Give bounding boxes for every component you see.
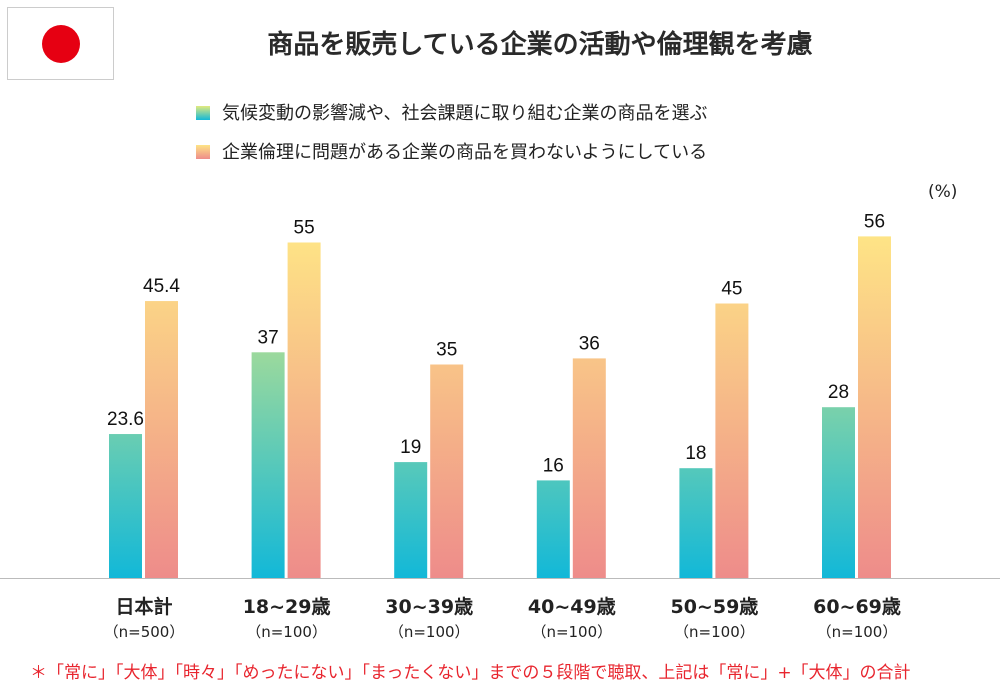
data-label-s2-0: 45.4 [143,276,180,297]
data-label-s1-1: 37 [258,327,279,348]
bar-s1-4 [679,468,713,578]
x-tick-label: 40~49歳 （n=100） [502,592,642,642]
bar-s1-2 [394,462,428,578]
legend-swatch-2 [196,145,210,159]
sample-size-label: （n=100） [246,623,327,641]
bar-s2-5 [858,236,891,578]
legend-swatch-1 [196,106,210,120]
bar-s1-0 [109,434,142,578]
sample-size-label: （n=100） [531,623,613,641]
category-label: 50~59歳 [670,596,759,618]
bar-s2-4 [715,303,749,578]
legend-label-1: 気候変動の影響減や、社会課題に取り組む企業の商品を選ぶ [222,103,708,124]
data-label-s1-0: 23.6 [107,409,144,430]
x-tick-label: 30~39歳 （n=100） [359,592,499,642]
legend-label-2: 企業倫理に問題がある企業の商品を買わないようにしている [222,142,708,163]
x-tick-label: 50~59歳 （n=100） [644,592,784,642]
legend-item-2: 企業倫理に問題がある企業の商品を買わないようにしている [196,138,707,164]
sample-size-label: （n=100） [674,623,755,641]
sample-size-label: （n=100） [388,623,470,641]
japan-flag [7,7,114,80]
legend-item-1: 気候変動の影響減や、社会課題に取り組む企業の商品を選ぶ [196,99,707,125]
category-label: 40~49歳 [527,596,616,618]
category-label: 18~29歳 [242,596,331,618]
flag-sun-icon [42,25,80,63]
category-label: 60~69歳 [813,596,901,618]
data-label-s2-4: 45 [721,279,742,300]
bar-s2-3 [572,358,606,578]
bar-s2-1 [287,242,321,578]
bar-s1-5 [822,407,855,578]
data-label-s2-2: 35 [436,340,457,361]
data-label-s1-4: 18 [685,443,706,464]
unit-label: (%) [928,182,958,202]
bar-s2-0 [145,301,178,578]
chart-title: 商品を販売している企業の活動や倫理観を考慮 [267,30,813,60]
sample-size-label: （n=100） [816,623,898,641]
data-label-s1-5: 28 [828,382,849,403]
sample-size-label: （n=500） [103,623,185,641]
data-label-s2-5: 56 [864,211,885,232]
data-label-s1-2: 19 [400,437,421,458]
bar-s1-3 [536,480,570,578]
category-label: 30~39歳 [385,596,474,618]
data-label-s2-3: 36 [579,333,600,354]
data-label-s2-1: 55 [294,218,315,239]
category-label: 日本計 [115,596,173,618]
bar-s2-2 [430,364,464,578]
x-tick-label: 60~69歳 （n=100） [787,592,927,642]
data-label-s1-3: 16 [543,455,564,476]
x-tick-label: 日本計 （n=500） [74,592,214,642]
footnote: ＊「常に」「大体」「時々」「めったにない」「まったくない」までの５段階で聴取、上… [30,663,911,683]
x-tick-label: 18~29歳 （n=100） [217,592,357,642]
bar-s1-1 [251,352,285,578]
